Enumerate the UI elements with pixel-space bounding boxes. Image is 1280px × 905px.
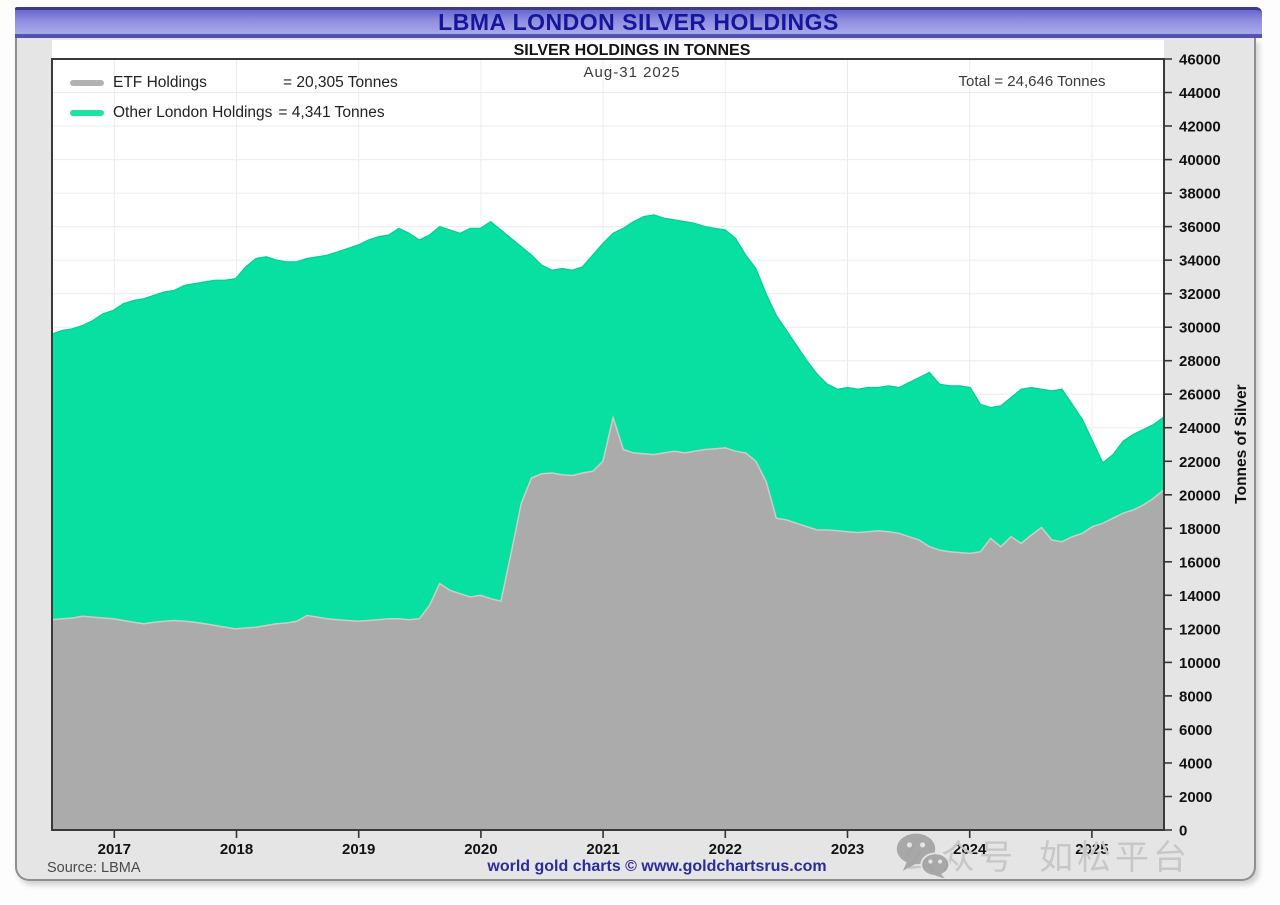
legend: ETF Holdings = 20,305 Tonnes Other Londo… [70,68,398,128]
svg-text:2023: 2023 [831,841,864,858]
watermark-text-rusong: 如松平台 [1039,839,1191,877]
svg-text:18000: 18000 [1179,521,1221,538]
chart-date-label: Aug-31 2025 [583,64,681,81]
svg-text:2024: 2024 [953,841,987,858]
chart-subtitle: SILVER HOLDINGS IN TONNES [513,42,751,59]
svg-text:8000: 8000 [1179,688,1212,705]
svg-text:32000: 32000 [1179,286,1221,303]
chart-box: 0 2000 4000 6000 8000 10000 12000 14000 16000 180… [15,38,1256,881]
svg-text:20000: 20000 [1179,487,1221,504]
svg-text:2020: 2020 [464,841,497,858]
svg-text:26000: 26000 [1179,387,1221,404]
svg-text:2017: 2017 [98,841,131,858]
svg-text:16000: 16000 [1179,554,1221,571]
legend-item-etf: ETF Holdings = 20,305 Tonnes [70,68,398,98]
svg-text:2019: 2019 [342,841,375,858]
svg-text:10000: 10000 [1179,655,1221,672]
svg-text:2021: 2021 [586,841,619,858]
source-label: Source: LBMA [47,860,141,876]
svg-text:36000: 36000 [1179,219,1221,236]
legend-label: ETF Holdings [113,74,207,91]
svg-text:46000: 46000 [1179,52,1221,69]
svg-text:6000: 6000 [1179,722,1212,739]
credit-link[interactable]: world gold charts © www.goldchartsrus.co… [487,858,827,875]
svg-text:24000: 24000 [1179,420,1221,437]
svg-text:2022: 2022 [709,841,742,858]
legend-value: = 20,305 Tonnes [283,74,398,91]
svg-text:40000: 40000 [1179,152,1221,169]
svg-text:0: 0 [1179,823,1187,840]
legend-value: = 4,341 Tonnes [278,104,385,121]
chart-plot-canvas: 0 2000 4000 6000 8000 10000 12000 14000 16000 180… [51,40,1250,858]
svg-text:44000: 44000 [1179,85,1221,102]
svg-text:28000: 28000 [1179,353,1221,370]
watermark: 公众号 如松平台 [895,830,1191,879]
svg-text:14000: 14000 [1179,588,1221,605]
svg-text:34000: 34000 [1179,253,1221,270]
svg-text:4000: 4000 [1179,756,1212,773]
svg-text:2000: 2000 [1179,789,1212,806]
svg-text:38000: 38000 [1179,186,1221,203]
svg-text:2018: 2018 [220,841,253,858]
total-holdings-label: Total = 24,646 Tonnes [958,73,1106,90]
legend-item-other-london: Other London Holdings = 4,341 Tonnes [70,98,398,128]
svg-text:42000: 42000 [1179,119,1221,136]
svg-text:30000: 30000 [1179,320,1221,337]
other-london-swatch [70,110,104,116]
page-title: LBMA LONDON SILVER HOLDINGS [438,8,839,35]
svg-text:22000: 22000 [1179,454,1221,471]
svg-text:Tonnes of Silver: Tonnes of Silver [1233,384,1250,503]
title-bar: LBMA LONDON SILVER HOLDINGS [15,7,1262,38]
legend-label: Other London Holdings [113,104,273,121]
svg-text:12000: 12000 [1179,621,1221,638]
svg-text:2025: 2025 [1075,841,1108,858]
etf-holdings-swatch [70,80,104,86]
